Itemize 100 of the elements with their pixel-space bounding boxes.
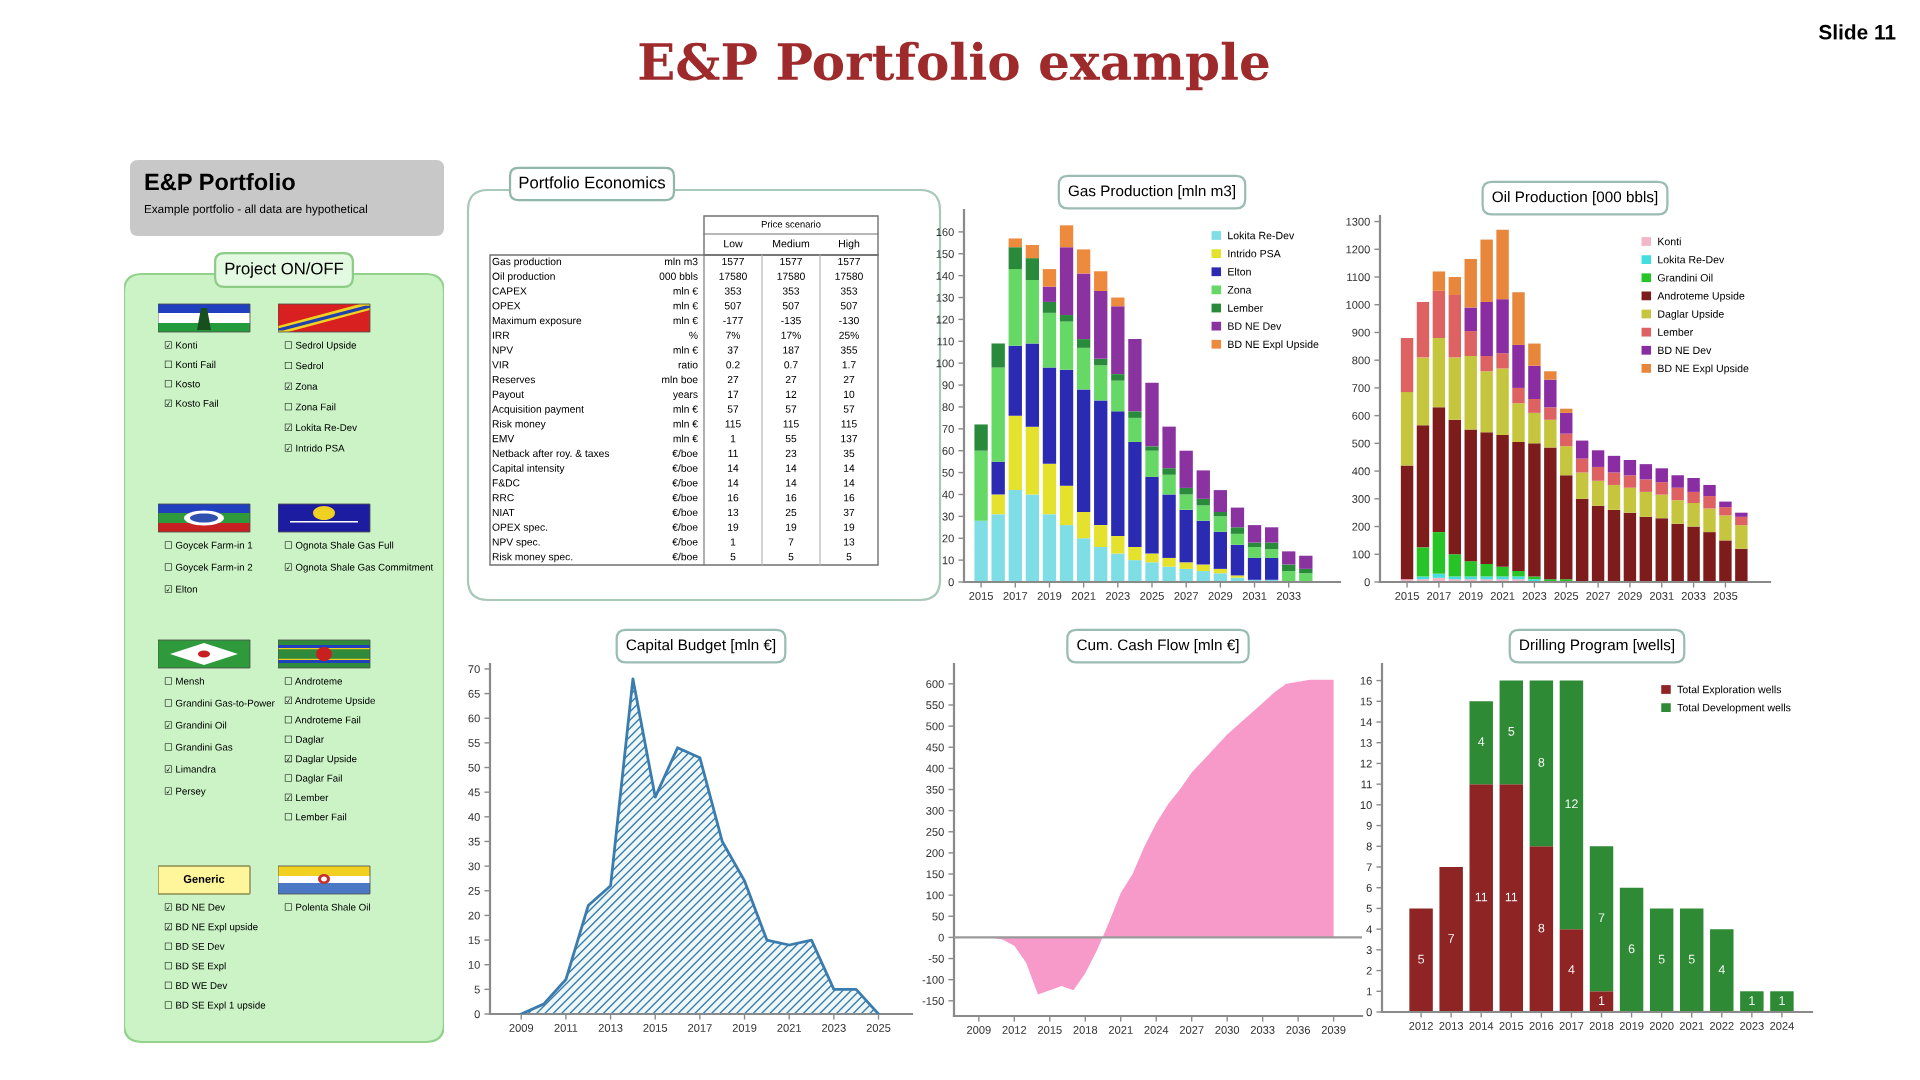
bar — [1400, 392, 1414, 466]
bar — [1607, 484, 1621, 510]
bar — [1059, 225, 1074, 248]
bar — [1059, 321, 1074, 370]
bar — [991, 343, 1005, 368]
bar — [1094, 525, 1108, 547]
bar — [991, 367, 1005, 462]
bar — [1607, 472, 1621, 485]
bar — [1499, 784, 1524, 1012]
bar — [1499, 680, 1524, 785]
bar — [1735, 516, 1748, 526]
bar — [1432, 338, 1446, 408]
bar — [1591, 450, 1605, 467]
bar — [1409, 908, 1433, 1012]
bar — [1111, 553, 1125, 582]
bar — [1432, 271, 1446, 291]
bar — [1448, 357, 1462, 420]
bar — [1025, 280, 1040, 344]
bar — [1076, 347, 1091, 390]
bar — [1439, 867, 1463, 1012]
bar — [1094, 271, 1108, 291]
bar — [1008, 238, 1022, 248]
bar — [1591, 480, 1605, 506]
bar — [1094, 365, 1108, 401]
bar — [1639, 479, 1653, 492]
bar — [1591, 466, 1605, 481]
bar — [1623, 475, 1637, 488]
bar — [1575, 440, 1589, 459]
bar — [1623, 487, 1637, 513]
bar — [1770, 991, 1794, 1012]
bar — [1076, 389, 1091, 512]
bar — [1042, 301, 1057, 313]
bar — [1076, 249, 1091, 274]
bar — [974, 520, 988, 582]
bar — [1639, 464, 1653, 480]
bar — [1299, 555, 1313, 569]
bar — [1213, 511, 1228, 517]
bar — [1059, 485, 1074, 526]
bar — [1264, 557, 1279, 580]
bar — [974, 450, 988, 521]
bar — [1076, 273, 1091, 340]
bar — [1623, 460, 1637, 476]
bar — [1264, 527, 1279, 543]
bar — [1432, 407, 1446, 533]
bar — [1025, 343, 1040, 427]
bar — [1111, 380, 1125, 412]
bar — [1282, 551, 1296, 565]
bar — [1639, 516, 1653, 582]
bar — [1059, 369, 1074, 486]
bar — [1639, 491, 1653, 517]
bar — [1179, 509, 1193, 563]
bar — [1623, 512, 1637, 582]
bar — [1094, 290, 1108, 359]
bar — [1196, 505, 1210, 521]
bar — [1560, 433, 1573, 447]
bar — [1432, 532, 1446, 574]
bar — [1076, 511, 1091, 539]
bar — [1416, 425, 1430, 548]
bar — [1008, 490, 1022, 582]
bar — [1008, 345, 1022, 416]
bar — [1076, 538, 1091, 582]
bar — [1575, 458, 1589, 473]
bar — [1179, 494, 1193, 510]
bar — [1575, 472, 1589, 499]
bar — [1607, 455, 1621, 473]
bar — [1042, 367, 1057, 464]
bar — [1213, 568, 1228, 574]
bar — [991, 514, 1005, 582]
bar — [1042, 269, 1057, 287]
bar — [1162, 468, 1176, 475]
bar — [1416, 301, 1430, 358]
bar — [1560, 412, 1573, 434]
bar — [1740, 991, 1764, 1012]
bar — [1299, 568, 1313, 574]
bar — [1448, 295, 1462, 358]
bar — [1230, 527, 1245, 534]
bar — [1008, 269, 1022, 346]
bar — [1589, 846, 1614, 992]
bar — [1008, 247, 1022, 270]
bar — [1025, 426, 1040, 495]
bar — [1094, 546, 1108, 582]
bar — [1247, 557, 1262, 580]
bar — [1469, 701, 1493, 785]
bar — [1432, 290, 1446, 338]
bar — [1710, 929, 1734, 1012]
bar — [1607, 509, 1621, 582]
bar — [1059, 315, 1074, 322]
bar — [1094, 400, 1108, 526]
bar — [1589, 991, 1614, 1012]
bar — [1179, 562, 1193, 569]
bar — [991, 494, 1005, 515]
bar — [1059, 525, 1074, 582]
bar — [1448, 277, 1462, 296]
bar — [1719, 501, 1732, 508]
bar — [1042, 312, 1057, 368]
bar — [1179, 450, 1193, 488]
bar — [1416, 357, 1430, 426]
bar — [1042, 463, 1057, 515]
bar — [1619, 887, 1644, 1012]
bar — [1213, 490, 1228, 512]
